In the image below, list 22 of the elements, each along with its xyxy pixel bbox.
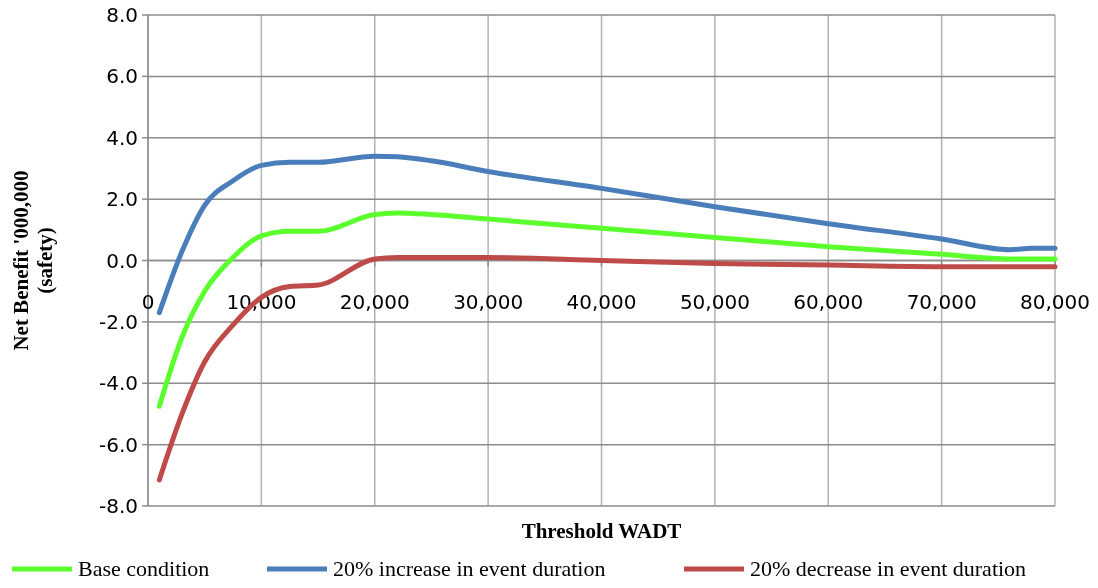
x-tick-label: 60,000 <box>793 289 864 314</box>
legend-label: Base condition <box>78 556 210 581</box>
y-tick-label: 6.0 <box>106 64 138 89</box>
y-tick-label: 4.0 <box>106 125 138 150</box>
x-tick-label: 0 <box>141 289 155 314</box>
x-tick-label: 40,000 <box>566 289 637 314</box>
x-tick-label: 70,000 <box>906 289 977 314</box>
y-axis-title: Net Benefit '000,000 (safety) <box>9 170 57 351</box>
x-axis-title: Threshold WADT <box>521 519 682 543</box>
x-tick-label: 30,000 <box>453 289 524 314</box>
y-tick-label: 2.0 <box>106 187 138 212</box>
y-tick-label: 8.0 <box>106 3 138 27</box>
y-tick-label: -6.0 <box>98 432 138 457</box>
x-tick-label: 50,000 <box>679 289 750 314</box>
x-tick-label: 20,000 <box>339 289 410 314</box>
y-tick-label: -2.0 <box>98 309 138 334</box>
legend-label: 20% increase in event duration <box>333 556 606 581</box>
x-tick-label: 80,000 <box>1020 289 1090 314</box>
legend-label: 20% decrease in event duration <box>750 556 1027 581</box>
y-tick-label: -8.0 <box>98 494 138 518</box>
y-tick-label: -4.0 <box>98 371 138 396</box>
y-tick-label: 0.0 <box>106 248 138 273</box>
